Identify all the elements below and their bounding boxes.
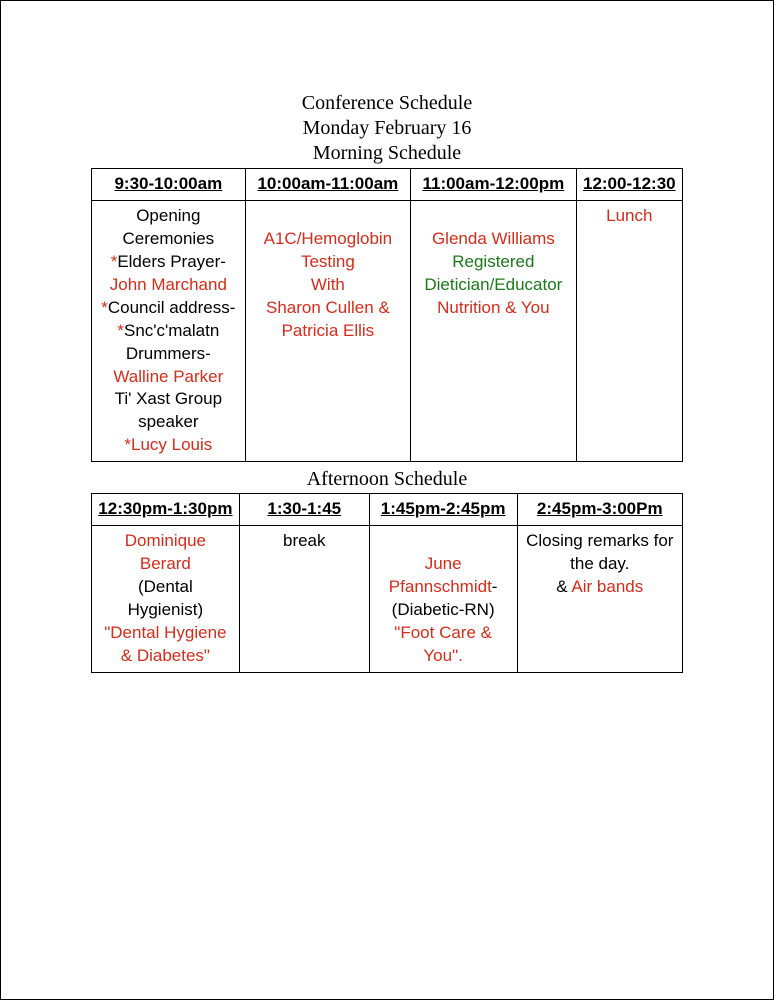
afternoon-header-4: 2:45pm-3:00Pm: [517, 494, 682, 526]
air-bands: Air bands: [571, 577, 643, 596]
page: Conference Schedule Monday February 16 M…: [0, 0, 774, 1000]
afternoon-title: Afternoon Schedule: [91, 468, 683, 491]
john-marchand: John Marchand: [110, 275, 227, 294]
morning-cell-3: Glenda Williams Registered Dietician/Edu…: [411, 200, 576, 461]
closing-remarks: Closing remarks for the day.: [526, 531, 673, 573]
a1c-line4: Sharon Cullen & Patricia Ellis: [266, 298, 390, 340]
walline-parker: Walline Parker: [113, 367, 223, 386]
afternoon-table: 12:30pm-1:30pm 1:30-1:45 1:45pm-2:45pm 2…: [91, 493, 683, 673]
snc-drummers: Snc'c'malatn: [124, 321, 219, 340]
asterisk-3: *: [117, 321, 124, 340]
afternoon-cell-1: Dominique Berard (Dental Hygienist) "Den…: [92, 526, 240, 673]
asterisk-2: *: [101, 298, 108, 317]
lunch-label: Lunch: [606, 206, 652, 225]
diabetic-rn: (Diabetic-RN): [392, 600, 495, 619]
title-block: Conference Schedule Monday February 16 M…: [91, 91, 683, 166]
afternoon-header-3: 1:45pm-2:45pm: [369, 494, 517, 526]
afternoon-header-row: 12:30pm-1:30pm 1:30-1:45 1:45pm-2:45pm 2…: [92, 494, 683, 526]
nutrition-and-you: Nutrition & You: [437, 298, 549, 317]
asterisk-4: *: [124, 435, 131, 454]
morning-header-1: 9:30-10:00am: [92, 169, 246, 201]
morning-header-2: 10:00am-11:00am: [245, 169, 410, 201]
dental-hygiene-topic: "Dental Hygiene & Diabetes": [104, 623, 226, 665]
morning-header-3: 11:00am-12:00pm: [411, 169, 576, 201]
afternoon-header-2: 1:30-1:45: [239, 494, 369, 526]
morning-header-4: 12:00-12:30: [576, 169, 682, 201]
lucy-louis: Lucy Louis: [131, 435, 212, 454]
opening-ceremonies: Opening Ceremonies: [123, 206, 215, 248]
a1c-line2: Testing: [301, 252, 355, 271]
a1c-line3: With: [311, 275, 345, 294]
june-dash: -: [492, 577, 498, 596]
afternoon-cell-4: Closing remarks for the day. & Air bands: [517, 526, 682, 673]
morning-cell-4: Lunch: [576, 200, 682, 461]
glenda-williams: Glenda Williams: [432, 229, 555, 248]
morning-header-row: 9:30-10:00am 10:00am-11:00am 11:00am-12:…: [92, 169, 683, 201]
title-line-1: Conference Schedule: [91, 91, 683, 116]
elders-prayer-label: Elders Prayer-: [117, 252, 226, 271]
morning-cell-2: A1C/Hemoglobin Testing With Sharon Culle…: [245, 200, 410, 461]
morning-table: 9:30-10:00am 10:00am-11:00am 11:00am-12:…: [91, 168, 683, 462]
foot-care-topic: "Foot Care & You".: [394, 623, 492, 665]
a1c-line1: A1C/Hemoglobin: [264, 229, 393, 248]
title-line-2: Monday February 16: [91, 116, 683, 141]
dental-hygienist: (Dental Hygienist): [128, 577, 204, 619]
tixast-group: Ti' Xast Group speaker: [115, 389, 223, 431]
council-address-label: Council address-: [108, 298, 236, 317]
break-label: break: [283, 531, 326, 550]
afternoon-cell-2: break: [239, 526, 369, 673]
june-pfannschmidt: June Pfannschmidt: [389, 554, 492, 596]
dietician-educator: Dietician/Educator: [424, 275, 562, 294]
title-line-3: Morning Schedule: [91, 141, 683, 166]
morning-body-row: Opening Ceremonies * Elders Prayer- John M…: [92, 200, 683, 461]
afternoon-header-1: 12:30pm-1:30pm: [92, 494, 240, 526]
morning-cell-1: Opening Ceremonies * Elders Prayer- John M…: [92, 200, 246, 461]
afternoon-cell-3: June Pfannschmidt- (Diabetic-RN) "Foot C…: [369, 526, 517, 673]
dominique-berard: Dominique Berard: [125, 531, 206, 573]
ampersand: &: [556, 577, 571, 596]
drummers-label: Drummers-: [126, 344, 211, 363]
registered: Registered: [452, 252, 534, 271]
afternoon-body-row: Dominique Berard (Dental Hygienist) "Den…: [92, 526, 683, 673]
